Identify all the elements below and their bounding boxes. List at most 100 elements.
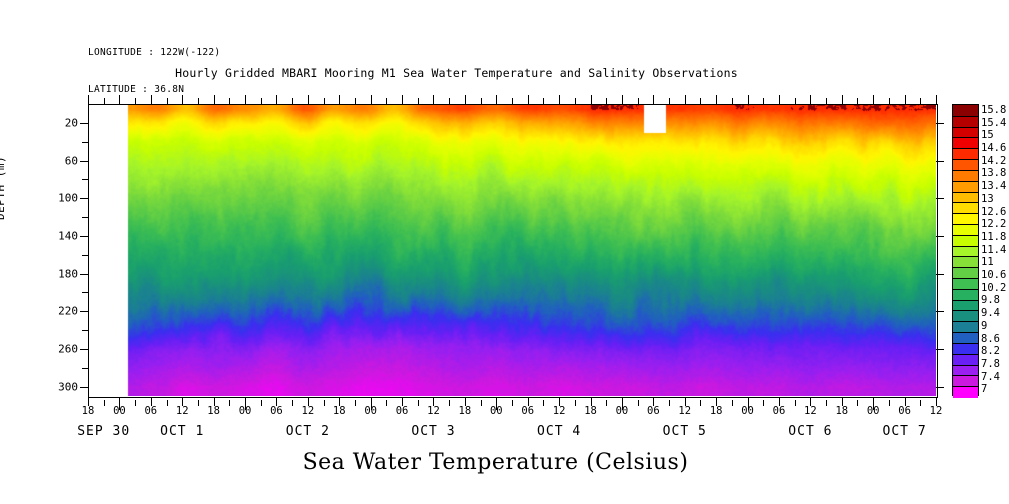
colorbar-tick-label: 7.4 [981, 370, 1000, 383]
y-tick-mark [936, 273, 944, 275]
colorbar-tick-label: 11.4 [981, 243, 1007, 256]
colorbar [952, 104, 979, 398]
colorbar-tick-label: 13.8 [981, 167, 1007, 180]
x-minor-tick [480, 98, 482, 104]
x-day-tick [496, 401, 498, 410]
x-time-label: 18 [207, 405, 220, 417]
colorbar-divider [953, 353, 978, 355]
x-major-tick [88, 397, 89, 406]
x-minor-tick [292, 98, 294, 104]
x-minor-tick [574, 98, 576, 104]
x-minor-tick [197, 400, 199, 406]
x-tick-marks-bottom [88, 397, 937, 410]
colorbar-band [953, 223, 978, 236]
x-major-tick [213, 95, 215, 104]
x-major-tick [464, 397, 466, 406]
x-major-tick [559, 397, 561, 406]
x-minor-tick [229, 98, 231, 104]
x-major-tick [496, 95, 498, 104]
y-axis-label: DEPTH (m) [0, 155, 7, 220]
x-minor-tick [731, 98, 733, 104]
y-tick-mark [80, 235, 88, 237]
temperature-heatmap [88, 104, 936, 396]
x-day-label: SEP 30 [77, 424, 131, 439]
colorbar-divider [953, 375, 978, 377]
colorbar-divider [953, 191, 978, 193]
colorbar-divider [953, 169, 978, 171]
colorbar-band [953, 115, 978, 128]
colorbar-band [953, 126, 978, 139]
x-time-label: 06 [144, 405, 158, 417]
x-minor-tick [166, 400, 168, 406]
colorbar-divider [953, 342, 978, 344]
x-major-tick [88, 95, 89, 104]
colorbar-divider [953, 364, 978, 366]
colorbar-divider [953, 148, 978, 150]
x-major-tick [527, 397, 529, 406]
x-minor-tick [637, 400, 639, 406]
colorbar-band [953, 191, 978, 203]
colorbar-band [953, 245, 978, 257]
x-minor-tick [731, 400, 733, 406]
y-tick-mark [936, 198, 944, 200]
x-time-label: 18 [584, 405, 597, 417]
y-tick-mark [80, 311, 88, 313]
colorbar-divider [953, 180, 978, 182]
x-time-label: 12 [552, 405, 566, 417]
y-minor-tick [82, 254, 88, 256]
x-time-label: 00 [489, 405, 503, 417]
x-minor-tick [417, 98, 419, 104]
y-tick-mark [80, 273, 88, 275]
colorbar-band [953, 234, 978, 247]
x-minor-tick [323, 98, 325, 104]
colorbar-tick-label: 7.8 [981, 357, 1000, 370]
x-minor-tick [888, 98, 890, 104]
colorbar-divider [953, 267, 978, 269]
y-tick-mark [80, 198, 88, 200]
x-major-tick [747, 95, 749, 104]
y-tick-mark [936, 160, 944, 162]
x-time-label: 18 [458, 405, 472, 417]
y-minor-tick [82, 292, 88, 294]
x-major-tick [276, 95, 278, 104]
x-time-label: 06 [772, 405, 786, 417]
variable-title: Sea Water Temperature (Celsius) [0, 450, 1009, 475]
colorbar-tick-label: 11.8 [981, 230, 1007, 243]
x-major-tick [150, 95, 152, 104]
x-time-labels: 18 00 06 12 18 00 06 12 18 00 06 12 18 00 06 12 18 00 06 12… [0, 405, 1009, 421]
x-time-label: 06 [270, 405, 283, 417]
colorbar-tick-label: 15.4 [981, 116, 1007, 129]
x-day-label: OCT 7 [882, 424, 927, 439]
y-tick-mark [80, 348, 88, 350]
x-time-label: 12 [175, 405, 189, 417]
x-major-tick [841, 397, 843, 406]
chart-title-text: Hourly Gridded MBARI Mooring M1 Sea Wate… [175, 66, 738, 80]
colorbar-divider [953, 213, 978, 215]
x-minor-tick [763, 98, 765, 104]
x-minor-tick [103, 98, 105, 104]
latitude-text: LATITUDE : 36.8N [88, 84, 185, 96]
colorbar-divider [953, 288, 978, 290]
x-major-tick [119, 95, 121, 104]
x-minor-tick [386, 400, 388, 406]
x-minor-tick [480, 400, 482, 406]
colorbar-divider [953, 159, 978, 161]
colorbar-divider [953, 310, 978, 312]
y-tick-mark [936, 235, 944, 237]
x-minor-tick [920, 400, 922, 406]
x-major-tick [684, 95, 686, 104]
x-minor-tick [386, 98, 388, 104]
x-minor-tick [920, 98, 922, 104]
colorbar-labels: 15.8 15.4 15 14.6 14.2 13.8 13.4 13 12.6 12.2 11.8… [981, 104, 1009, 404]
x-minor-tick [354, 98, 356, 104]
x-time-label: 12 [678, 405, 692, 417]
colorbar-tick-label: 15 [981, 129, 994, 142]
colorbar-band [953, 321, 978, 333]
x-major-tick [904, 95, 906, 104]
y-tick-label: 220 [58, 304, 78, 318]
x-major-tick [245, 95, 247, 104]
x-minor-tick [449, 400, 451, 406]
colorbar-divider [953, 115, 978, 117]
x-time-label: 06 [898, 405, 911, 417]
